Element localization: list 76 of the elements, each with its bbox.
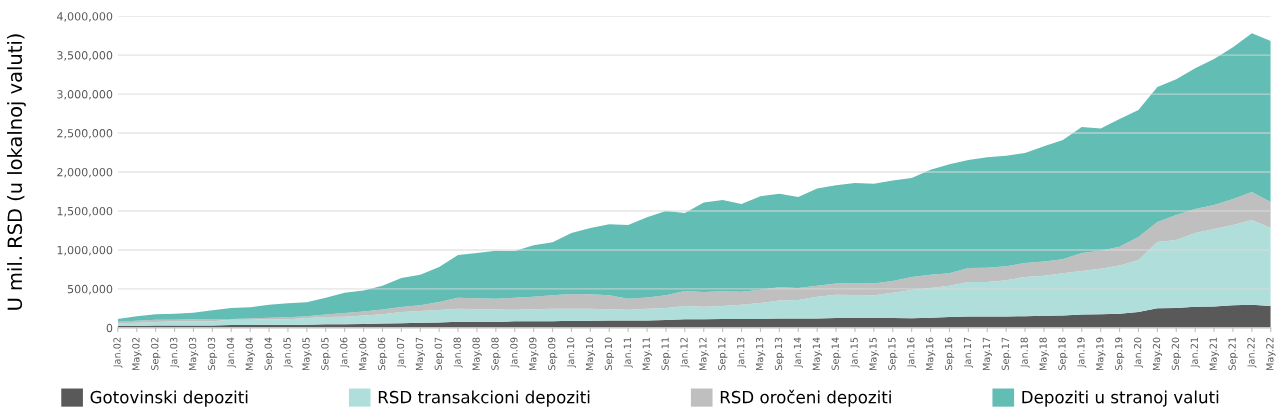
y-tick-label: 1,500,000 [57, 206, 113, 217]
x-tick-label: Jan.02 [113, 337, 123, 368]
x-tick-label: Jan.17 [963, 337, 973, 368]
x-tick-label: Sep.08 [491, 337, 501, 371]
x-tick-label: Jan.16 [907, 337, 917, 368]
x-tick-label: May.07 [415, 337, 425, 371]
x-tick-label: Sep.02 [151, 337, 161, 371]
x-tick-label: Jan.09 [510, 337, 520, 368]
x-tick-label: May.14 [812, 337, 822, 371]
x-tick-label: Sep.19 [1115, 337, 1125, 371]
x-tick-label: Sep.20 [1171, 337, 1181, 371]
x-tick-label: Jan.11 [623, 337, 633, 368]
x-tick-label: Sep.15 [888, 337, 898, 371]
x-tick-label: May.18 [1039, 337, 1049, 371]
x-tick-label: May.10 [585, 337, 596, 371]
legend-label: Depoziti u stranoj valuti [1022, 390, 1219, 407]
y-tick-label: 3,000,000 [57, 90, 113, 100]
x-tick-label: May.20 [1152, 337, 1163, 371]
y-tick-label: 1,000,000 [57, 245, 113, 256]
x-tick-label: Sep.03 [207, 337, 218, 371]
x-tick-label: Jan.13 [737, 337, 747, 368]
y-tick-label: 500,000 [67, 284, 113, 295]
x-tick-label: Sep.10 [604, 337, 614, 371]
x-tick-label: May.04 [245, 337, 255, 371]
y-tick-label: 0 [106, 323, 113, 333]
x-tick-label: Jan.06 [340, 337, 350, 368]
x-tick-label: Sep.12 [718, 337, 728, 371]
y-tick-label: 2,000,000 [57, 167, 113, 178]
x-tick-label: May.19 [1096, 337, 1106, 371]
y-tick-label: 4,000,000 [56, 12, 113, 22]
y-tick-label: 2,500,000 [57, 129, 113, 139]
x-tick-label: Jan.20 [1133, 337, 1144, 368]
legend-label: Gotovinski depoziti [90, 390, 248, 407]
x-tick-label: May.06 [359, 337, 369, 371]
x-tick-label: May.13 [755, 337, 766, 371]
x-tick-label: Jan.19 [1077, 337, 1087, 368]
x-tick-label: Sep.17 [1001, 337, 1011, 371]
x-tick-label: Jan.18 [1020, 337, 1030, 368]
x-tick-label: Jan.10 [566, 337, 577, 368]
x-tick-label: Jan.05 [283, 337, 293, 368]
x-tick-label: May.09 [529, 337, 539, 371]
x-tick-label: Sep.04 [264, 337, 274, 371]
x-tick-label: Sep.14 [831, 337, 841, 371]
x-tick-label: May.08 [472, 337, 482, 371]
y-axis-title: U mil. RSD (u lokalnoj valuti) [7, 34, 26, 310]
x-tick-label: May.17 [982, 337, 992, 371]
x-tick-label: Sep.16 [944, 337, 955, 371]
x-tick-label: May.15 [869, 337, 879, 371]
x-tick-label: Jan.21 [1190, 337, 1200, 368]
x-tick-label: Jan.08 [453, 337, 463, 368]
x-tick-label: Jan.03 [170, 337, 180, 368]
y-tick-label: 3,500,000 [57, 51, 113, 61]
x-tick-label: Jan.14 [793, 337, 803, 368]
legend-label: RSD oročeni depoziti [720, 389, 891, 407]
x-tick-label: May.21 [1209, 337, 1219, 371]
x-tick-label: May.03 [188, 337, 199, 371]
x-tick-label: Sep.07 [434, 337, 444, 371]
x-tick-label: Sep.09 [548, 337, 558, 371]
x-tick-label: May.12 [699, 337, 709, 371]
x-tick-label: May.05 [302, 337, 312, 371]
x-tick-label: Sep.21 [1228, 337, 1238, 371]
x-tick-label: May.11 [642, 337, 652, 371]
x-tick-label: Sep.06 [377, 337, 388, 371]
x-tick-label: Sep.13 [774, 337, 785, 371]
x-tick-label: May.22 [1266, 337, 1276, 371]
x-tick-label: Jan.04 [226, 337, 236, 368]
x-tick-label: Sep.11 [661, 337, 671, 371]
x-tick-label: May.02 [132, 337, 142, 371]
x-tick-label: Jan.07 [396, 337, 406, 368]
x-tick-label: Jan.15 [850, 337, 860, 368]
x-tick-label: Sep.05 [321, 337, 331, 371]
x-tick-label: Sep.18 [1058, 337, 1068, 371]
x-tick-label: May.16 [926, 337, 936, 371]
legend-label: RSD transakcioni depoziti [378, 390, 590, 407]
x-tick-label: Jan.22 [1247, 337, 1257, 368]
x-tick-label: Jan.12 [680, 337, 690, 368]
